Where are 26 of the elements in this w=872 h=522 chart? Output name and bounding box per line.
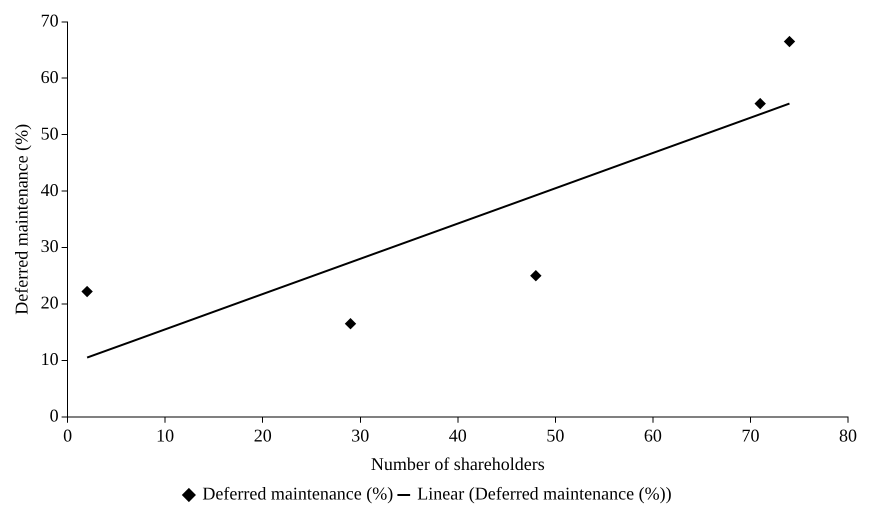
x-tick-label: 20 (254, 425, 272, 446)
y-tick-label: 10 (40, 349, 59, 370)
y-tick-label: 50 (40, 123, 59, 144)
point (344, 318, 356, 330)
x-tick-label: 0 (63, 425, 72, 446)
x-tick-label: 40 (448, 425, 467, 446)
legend-label: Linear (Deferred maintenance (%)) (417, 484, 672, 504)
x-tick-label: 70 (741, 425, 760, 446)
point (754, 98, 766, 110)
y-tick-label: 60 (40, 66, 59, 87)
legend-label: Deferred maintenance (%) (202, 484, 394, 504)
x-tick-label: 10 (156, 425, 174, 446)
y-axis-title: Deferred maintenance (%) (12, 124, 32, 315)
x-axis-title: Number of shareholders (370, 454, 545, 474)
y-tick-label: 0 (50, 406, 59, 426)
point (530, 270, 542, 282)
y-tick-label: 40 (40, 180, 59, 200)
x-tick-label: 60 (644, 425, 662, 446)
point (784, 36, 795, 48)
x-tick-label: 50 (546, 425, 564, 446)
y-tick-label: 30 (40, 236, 59, 256)
x-tick-label: 30 (351, 425, 370, 446)
y-tick-label: 20 (40, 292, 59, 313)
y-tick-label: 70 (40, 10, 59, 31)
point (82, 286, 93, 298)
x-tick-label: 80 (839, 425, 857, 446)
